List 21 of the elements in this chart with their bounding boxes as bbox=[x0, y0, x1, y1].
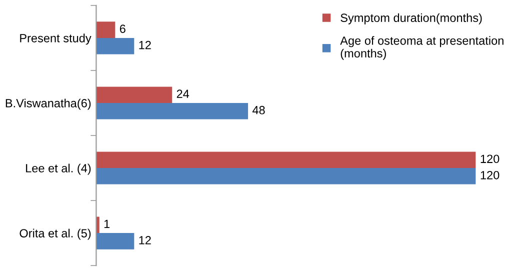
bar bbox=[96, 38, 134, 54]
y-tick-label: Lee et al. (4) bbox=[26, 164, 91, 175]
bar bbox=[96, 152, 476, 168]
legend-label: Age of osteoma at presentation (months) bbox=[340, 36, 504, 60]
data-label: 12 bbox=[139, 236, 151, 244]
bar bbox=[96, 233, 134, 250]
data-label: 120 bbox=[480, 170, 500, 180]
bar bbox=[96, 102, 248, 120]
data-label: 48 bbox=[252, 106, 265, 114]
data-label: 1 bbox=[104, 220, 110, 228]
bar bbox=[96, 22, 116, 38]
legend-label: Symptom duration(months) bbox=[340, 13, 482, 24]
data-label: 6 bbox=[120, 24, 126, 33]
bar bbox=[96, 86, 172, 103]
y-tick-label: B.Viswanatha(6) bbox=[6, 98, 91, 110]
y-tick-label: Present study bbox=[20, 34, 92, 45]
data-label: 12 bbox=[139, 40, 151, 50]
data-label: 120 bbox=[480, 154, 500, 164]
data-label: 24 bbox=[176, 90, 190, 98]
y-tick-label: Orita et al. (5) bbox=[20, 228, 91, 240]
bar bbox=[96, 168, 476, 184]
